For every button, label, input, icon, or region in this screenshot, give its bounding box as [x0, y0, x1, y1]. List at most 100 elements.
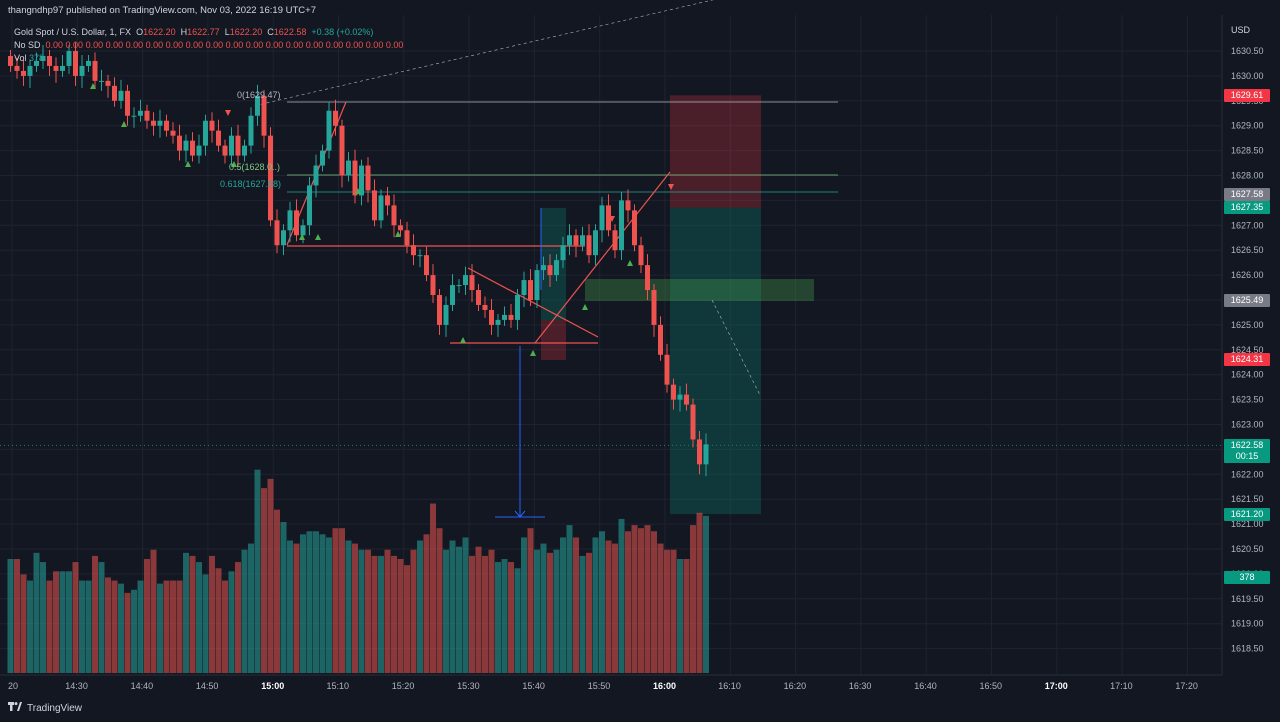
volume-bar: [527, 528, 534, 673]
candle-body: [372, 190, 377, 221]
time-tick-label: 16:20: [784, 681, 807, 691]
footer-brand-label: TradingView: [27, 702, 83, 714]
footer-brand[interactable]: TradingView: [8, 702, 82, 714]
symbol-title[interactable]: Gold Spot / U.S. Dollar, 1, FX: [14, 27, 132, 37]
price-tick-label: 1629.00: [1231, 121, 1264, 131]
candle-body: [684, 394, 689, 405]
volume-bar: [371, 555, 378, 673]
volume-bar: [638, 528, 644, 673]
time-tick-label: 17:20: [1175, 681, 1198, 691]
candle-body: [515, 295, 520, 320]
volume-bar: [703, 515, 709, 673]
price-tick-label: 1630.00: [1231, 71, 1264, 81]
volume-bar: [7, 558, 14, 673]
candle-body: [586, 235, 592, 256]
time-tick-label: 15:10: [327, 681, 350, 691]
sell-signal-icon: [225, 110, 231, 116]
price-tick-label: 1626.50: [1231, 245, 1264, 255]
price-tag-last: 1622.58: [1224, 439, 1270, 452]
ohlc-legend: Gold Spot / U.S. Dollar, 1, FX O1622.20 …: [14, 27, 373, 37]
long-target-zone: [541, 208, 566, 320]
indicator-name[interactable]: No SD: [14, 40, 41, 50]
volume-bar: [85, 580, 92, 673]
volume-bar: [521, 537, 527, 673]
candle-body: [495, 319, 501, 325]
volume-bar: [501, 558, 508, 673]
candle-body: [469, 275, 475, 291]
countdown-tag: 00:15: [1224, 450, 1270, 463]
volume-bar: [118, 583, 124, 673]
candle-body: [476, 290, 481, 305]
tradingview-logo-icon: [8, 702, 22, 714]
candle-body: [580, 235, 585, 246]
volume-bar: [553, 549, 560, 673]
buy-signal-icon: [185, 161, 191, 167]
volume-bar: [482, 555, 488, 673]
volume-bar: [625, 531, 631, 673]
volume-bar: [248, 543, 254, 673]
time-axis[interactable]: 20 14:30 14:40 14:50 15:00 15:10 15:20 15:30 15:…: [8, 681, 1198, 691]
candle-body: [53, 65, 59, 71]
candle-body: [651, 290, 657, 325]
volume-bar: [280, 522, 287, 673]
candle-body: [60, 65, 65, 71]
candle-body: [8, 55, 13, 66]
buy-signal-icon: [530, 350, 536, 356]
candle-body: [612, 230, 618, 251]
rally-line: [534, 171, 671, 344]
candle-body: [300, 225, 306, 236]
candle-body: [183, 140, 189, 151]
volume-bar: [547, 552, 553, 673]
volume-bar: [228, 571, 235, 673]
volume-bar: [579, 555, 586, 673]
volume-bar: [566, 525, 573, 673]
candle-body: [99, 80, 104, 82]
volume-bar: [443, 549, 449, 673]
candle-body: [164, 120, 169, 131]
volume-bar: [274, 509, 280, 673]
volume-bar: [384, 549, 391, 673]
close-value: 1622.58: [273, 27, 307, 37]
volume-bar: [209, 555, 215, 673]
volume-bar: [696, 512, 703, 673]
sell-signal-icon: [668, 184, 674, 190]
candle-body: [294, 210, 299, 236]
candle-body: [281, 230, 286, 246]
volume-bar: [235, 562, 241, 673]
candle-body: [73, 51, 78, 76]
sell-signal-icon: [609, 216, 615, 222]
volume-bar: [469, 555, 475, 673]
volume-bar: [215, 568, 222, 673]
time-tick-label: 15:30: [457, 681, 480, 691]
price-axis[interactable]: 1630.501630.001629.501629.001628.501628.…: [1231, 46, 1264, 654]
candle-body: [352, 160, 358, 196]
time-tick-label: 16:40: [914, 681, 937, 691]
buy-signal-icon: [231, 161, 237, 167]
volume-bar: [508, 562, 514, 673]
candle-body: [632, 210, 637, 246]
price-tick-label: 1628.00: [1231, 171, 1264, 181]
volume-bar: [287, 540, 293, 673]
time-tick-label: 16:30: [849, 681, 872, 691]
low-label: L: [224, 27, 230, 37]
time-tick-label: 17:00: [1045, 681, 1068, 691]
price-tick-label: 1625.00: [1231, 320, 1264, 330]
time-tick-label: 16:00: [653, 681, 676, 691]
candle-body: [554, 260, 559, 276]
volume-bar: [326, 537, 332, 673]
volume-label[interactable]: Vol: [14, 53, 27, 63]
volume-bar: [462, 537, 469, 673]
volume-bar: [657, 543, 664, 673]
candle-body: [274, 220, 280, 246]
time-tick-label: 15:20: [392, 681, 415, 691]
candle-body: [502, 314, 507, 320]
candle-body: [27, 65, 33, 76]
buy-signal-icon: [395, 231, 401, 237]
volume-bar: [436, 528, 443, 673]
volume-bar: [605, 540, 612, 673]
candle-body: [671, 384, 676, 400]
volume-legend: Vol 378: [14, 53, 44, 63]
price-tick-label: 1627.00: [1231, 220, 1264, 230]
